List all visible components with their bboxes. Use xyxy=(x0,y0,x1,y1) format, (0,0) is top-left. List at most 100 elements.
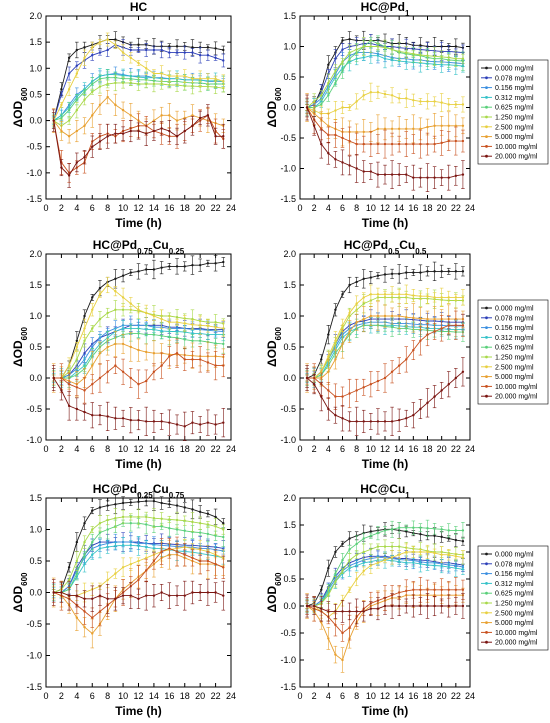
data-point xyxy=(206,262,210,265)
data-point xyxy=(160,525,163,528)
data-point xyxy=(160,334,163,338)
data-point xyxy=(383,293,387,296)
data-point xyxy=(75,339,79,342)
data-point xyxy=(129,271,132,274)
data-point xyxy=(397,418,401,422)
data-point xyxy=(91,327,94,330)
legend-marker xyxy=(485,145,488,148)
data-point xyxy=(334,158,337,161)
data-point xyxy=(175,352,179,355)
data-point xyxy=(206,523,210,526)
x-tick-label: 6 xyxy=(340,444,345,454)
data-point xyxy=(114,38,117,41)
data-point xyxy=(152,268,156,271)
legend-label: 0.078 mg/ml xyxy=(495,315,534,322)
series-2 xyxy=(51,39,226,127)
data-point xyxy=(320,103,323,106)
data-point xyxy=(419,53,422,57)
data-point xyxy=(312,100,316,103)
data-point xyxy=(376,173,380,176)
data-point xyxy=(98,140,102,143)
data-point xyxy=(222,364,225,367)
data-point xyxy=(114,516,117,520)
data-point xyxy=(426,401,429,404)
data-point xyxy=(137,332,140,335)
data-point xyxy=(447,50,450,53)
data-point xyxy=(191,508,194,511)
data-point xyxy=(447,124,450,128)
data-point xyxy=(145,499,148,503)
data-point xyxy=(91,46,94,49)
data-point xyxy=(369,420,373,423)
y-tick-label: 0.5 xyxy=(283,342,296,352)
legend-label: 10.000 mg/ml xyxy=(495,144,538,151)
x-tick-label: 18 xyxy=(180,203,190,213)
y-tick-label: -1.5 xyxy=(280,194,296,204)
data-point xyxy=(137,270,140,273)
y-tick-label: 0.5 xyxy=(29,342,42,352)
data-point xyxy=(433,296,436,299)
data-point xyxy=(433,270,436,273)
x-tick-label: 10 xyxy=(118,691,128,701)
data-point xyxy=(145,67,148,70)
data-point xyxy=(91,114,94,117)
data-point xyxy=(137,48,140,52)
data-point xyxy=(341,48,344,51)
panel-title: HC@Pd0.25Cu0.75 xyxy=(93,482,185,500)
x-axis-label: Time (h) xyxy=(362,216,408,230)
data-point xyxy=(214,262,217,265)
legend-label: 20.000 mg/ml xyxy=(495,394,538,401)
data-point xyxy=(106,311,109,315)
panel-title: HC@Pd0.5Cu0.5 xyxy=(344,238,427,256)
x-tick-label: 22 xyxy=(211,691,221,701)
data-point xyxy=(106,48,109,52)
x-tick-label: 16 xyxy=(164,691,174,701)
data-point xyxy=(461,57,465,60)
legend-label: 0.156 mg/ml xyxy=(495,85,534,92)
data-point xyxy=(160,266,163,269)
x-tick-label: 24 xyxy=(465,203,475,213)
data-point xyxy=(305,376,309,380)
y-tick-label: 2.0 xyxy=(283,249,296,259)
x-tick-label: 10 xyxy=(366,203,376,213)
data-point xyxy=(312,383,316,386)
data-point xyxy=(91,414,94,417)
data-point xyxy=(175,74,179,78)
data-point xyxy=(355,48,358,51)
data-point xyxy=(145,333,148,336)
data-point xyxy=(405,417,408,420)
data-point xyxy=(348,392,351,395)
data-point xyxy=(152,82,156,86)
data-point xyxy=(206,559,210,563)
x-tick-label: 14 xyxy=(394,444,404,454)
data-point xyxy=(129,345,132,349)
data-point xyxy=(198,531,202,534)
data-point xyxy=(348,51,351,54)
data-point xyxy=(152,499,156,503)
data-point xyxy=(433,395,436,398)
y-tick-label: -1.0 xyxy=(26,651,42,661)
data-point xyxy=(376,91,380,94)
data-point xyxy=(426,125,429,129)
data-point xyxy=(405,60,408,63)
x-tick-label: 20 xyxy=(437,203,447,213)
data-point xyxy=(168,503,171,506)
legend-label: 0.625 mg/ml xyxy=(495,345,534,352)
x-tick-label: 0 xyxy=(297,444,302,454)
data-point xyxy=(334,57,337,60)
x-tick-label: 24 xyxy=(226,444,236,454)
data-point xyxy=(198,263,202,267)
series-10 xyxy=(51,104,226,188)
data-point xyxy=(98,610,102,613)
data-point xyxy=(341,417,344,420)
data-point xyxy=(214,77,217,80)
data-point xyxy=(191,358,194,361)
data-point xyxy=(145,556,148,560)
data-point xyxy=(129,302,132,305)
data-point xyxy=(355,280,358,284)
data-point xyxy=(83,610,86,613)
data-point xyxy=(454,376,458,380)
data-point xyxy=(152,370,156,373)
data-point xyxy=(341,342,344,346)
